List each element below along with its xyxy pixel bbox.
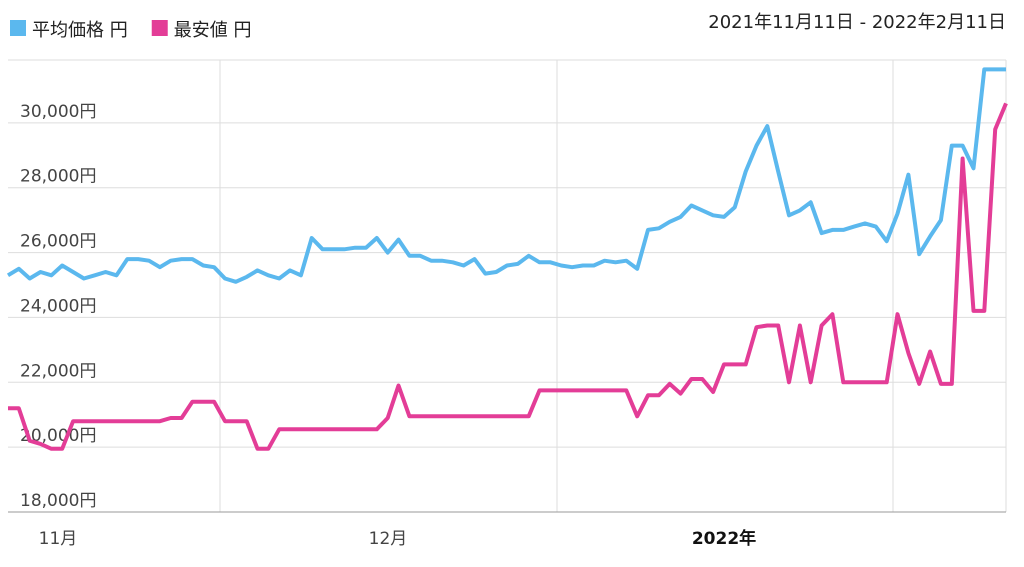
legend-label: 平均価格 円	[32, 20, 128, 41]
y-tick-label: 24,000円	[20, 296, 96, 316]
y-tick-label: 26,000円	[20, 232, 96, 252]
legend-swatch	[10, 20, 26, 36]
y-tick-label: 30,000円	[20, 102, 96, 122]
series-line	[6, 67, 1006, 284]
y-tick-label: 20,000円	[20, 426, 96, 446]
y-tick-label: 18,000円	[20, 491, 96, 511]
legend-swatch	[151, 20, 168, 36]
legend-label: 最安値 円	[174, 20, 252, 41]
y-tick-label: 22,000円	[20, 361, 96, 381]
date-range: 2021年11月11日 - 2022年2月11日	[708, 12, 1006, 33]
series-line	[8, 102, 1008, 451]
x-tick-label: 2022年	[692, 528, 756, 549]
y-tick-label: 28,000円	[20, 167, 96, 187]
x-tick-label: 11月	[39, 529, 78, 549]
x-tick-label: 12月	[369, 529, 408, 549]
